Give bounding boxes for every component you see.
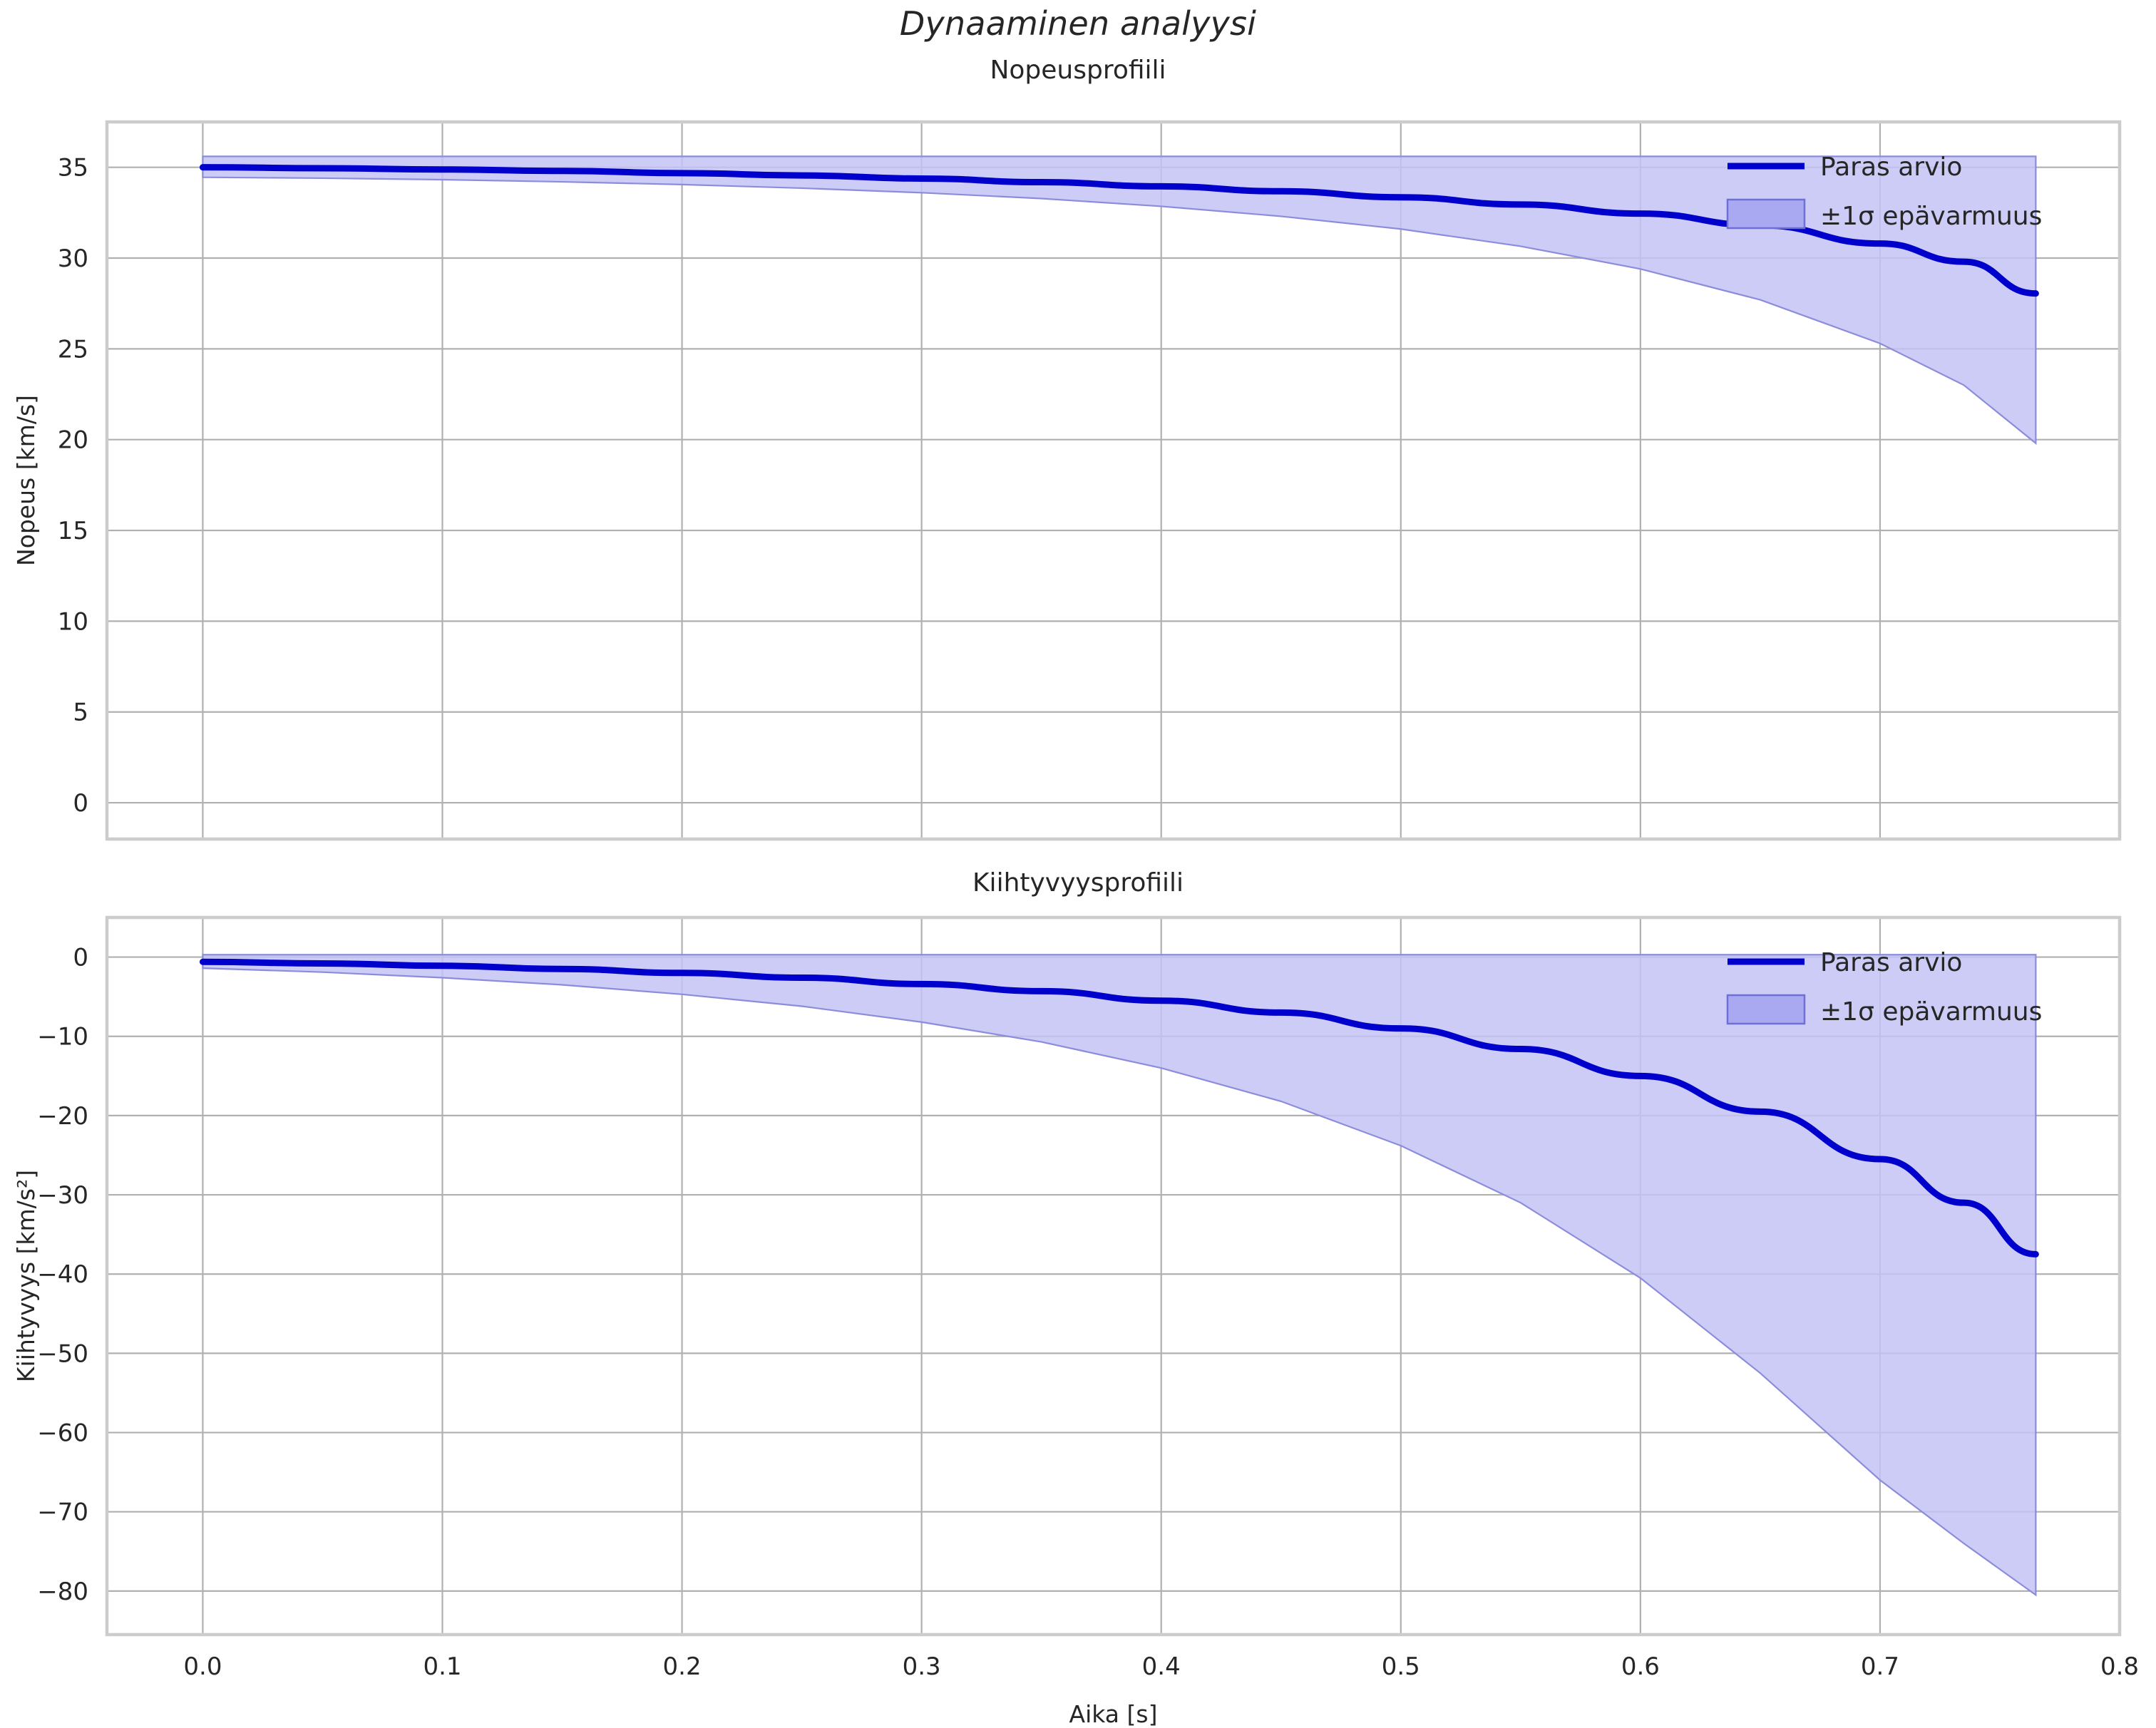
legend-label-uncertainty: ±1σ epävarmuus [1820,202,2042,231]
y-tick-label: −40 [37,1260,88,1289]
y-axis-label: Nopeus [km/s] [12,395,40,566]
legend-patch-swatch [1726,994,1806,1025]
y-tick-label: 0 [73,789,88,818]
y-tick-label: 20 [58,426,88,455]
legend-label-best-estimate: Paras arvio [1820,153,1962,182]
x-tick-label: 0.3 [903,1652,941,1681]
x-axis-label: Aika [s] [1069,1700,1158,1728]
acceleration-axes: 0 −10 −20 −30 −40 −50 −60 −70 −80 0.0 0.1 0.2 0.3 0.4… [12,915,2139,1728]
axes-frame [105,120,2122,841]
x-tick-label: 0.8 [2100,1652,2139,1681]
x-tick-label: 0.2 [663,1652,702,1681]
y-tick-label: 5 [73,699,88,727]
legend-patch-swatch [1726,198,1806,230]
uncertainty-band [202,155,2037,446]
x-tick-label: 0.4 [1142,1652,1181,1681]
y-tick-label: 10 [58,607,88,636]
figure-suptitle: Dynaaminen analyysi [899,4,1257,43]
acceleration-chart-title: Kiihtyvyysprofiili [972,868,1184,898]
legend-label-uncertainty: ±1σ epävarmuus [1820,997,2042,1027]
y-tick-label: −60 [37,1419,88,1448]
y-tick-label: 25 [58,335,88,364]
chart-legend: Paras arvio ±1σ epävarmuus [1726,948,2042,1027]
x-tick-label: 0.5 [1382,1652,1420,1681]
y-tick-label: −80 [37,1578,88,1606]
x-tick-label: 0.0 [183,1652,222,1681]
y-axis-label: Kiihtyvyys [km/s²] [12,1170,40,1382]
velocity-axes: 0 5 10 15 20 25 30 35 Nopeus [km/s] Paras arvio ±1… [12,120,2122,841]
y-tick-label: −70 [37,1498,88,1527]
y-tick-label: 0 [73,944,88,972]
y-tick-label: 30 [58,245,88,273]
y-tick-label: 35 [58,154,88,182]
axes-frame [105,915,2122,1637]
y-tick-label: 15 [58,517,88,545]
x-tick-label: 0.1 [423,1652,461,1681]
best-estimate-line [199,958,2039,1258]
x-tick-label: 0.7 [1861,1652,1899,1681]
uncertainty-band [202,954,2037,1597]
chart-legend: Paras arvio ±1σ epävarmuus [1726,153,2042,231]
y-tick-label: −20 [37,1102,88,1131]
y-tick-label: −10 [37,1023,88,1051]
legend-label-best-estimate: Paras arvio [1820,948,1962,977]
x-tick-label: 0.6 [1621,1652,1660,1681]
y-tick-label: −50 [37,1339,88,1368]
velocity-chart-title: Nopeusprofiili [990,56,1166,85]
y-tick-label: −30 [37,1181,88,1210]
